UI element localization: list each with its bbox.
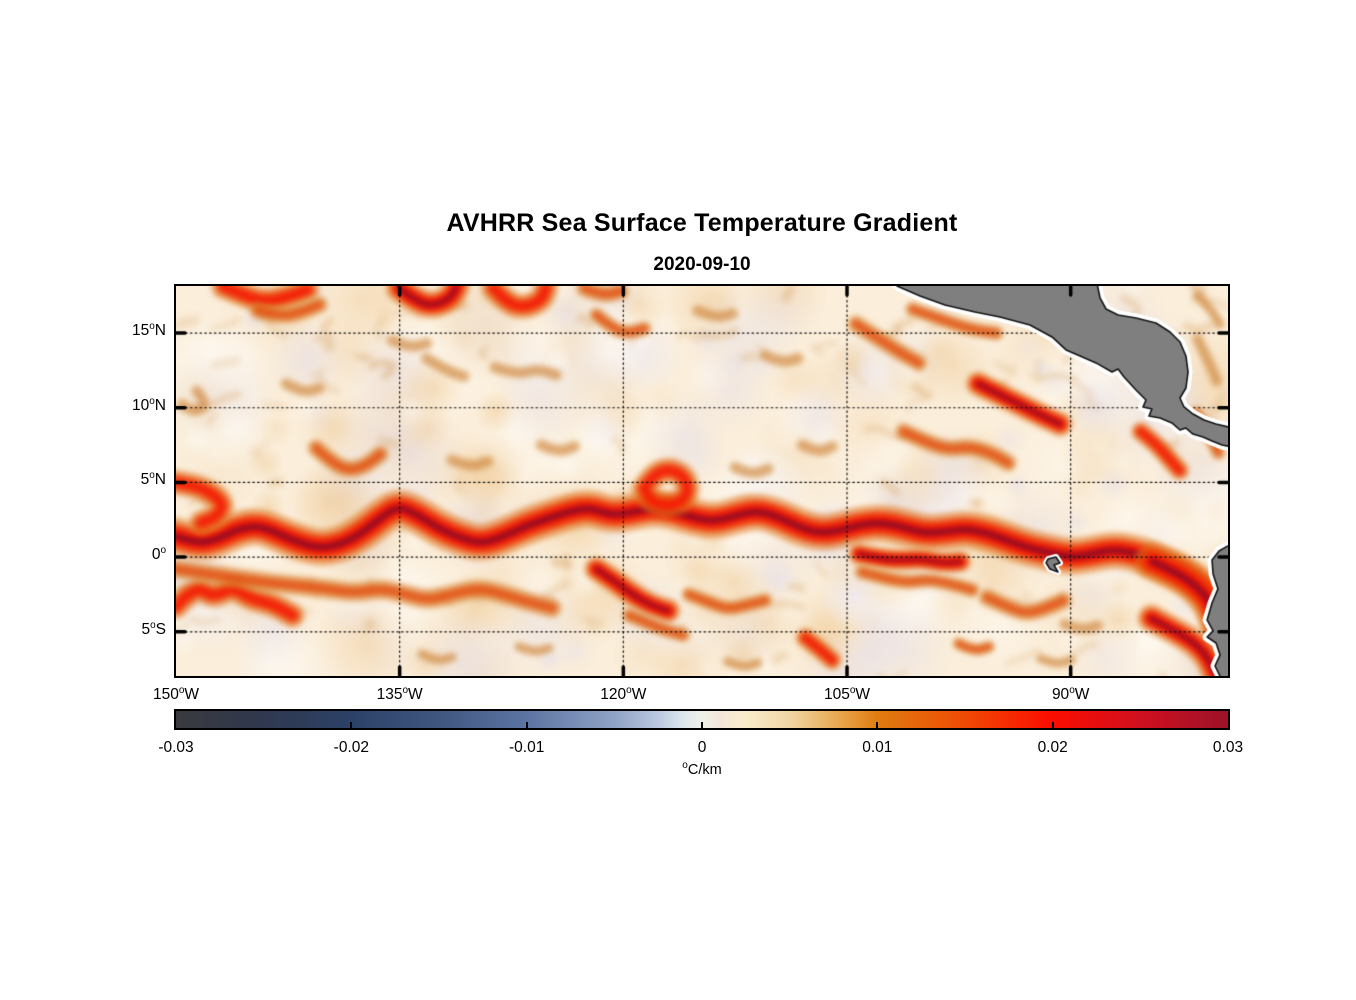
colorbar-tick-label: 0 (697, 739, 707, 756)
x-tick-label: 135oW (376, 684, 423, 703)
colorbar-tick-label: 0.01 (862, 739, 893, 756)
y-tick-label: 15oN (131, 320, 166, 340)
colorbar-tick-label: 0.03 (1212, 739, 1244, 756)
y-tick-label: 10oN (131, 395, 166, 414)
y-tick-label: 0o (151, 544, 166, 564)
sst-gradient-map-canvas (176, 286, 1228, 676)
map-plot-area (174, 284, 1230, 678)
colorbar (174, 709, 1230, 730)
colorbar-units-label: oC/km (682, 760, 722, 778)
x-tick-label: 105oW (823, 684, 871, 703)
colorbar-tick-mark (876, 722, 879, 728)
x-tick-label: 120oW (600, 684, 647, 703)
y-tick-label: 5oN (140, 470, 166, 489)
colorbar-tick-label: 0.02 (1037, 739, 1068, 756)
chart-subtitle: 2020-09-10 (653, 254, 751, 275)
colorbar-tick-label: -0.03 (158, 739, 194, 756)
colorbar-tick-mark (1051, 722, 1054, 728)
x-tick-label: 150oW (152, 684, 200, 703)
x-tick-label: 90oW (1051, 684, 1090, 703)
colorbar-tick-mark (525, 722, 528, 728)
chart-title: AVHRR Sea Surface Temperature Gradient (446, 209, 958, 237)
colorbar-tick-mark (701, 722, 703, 728)
colorbar-tick-mark (350, 722, 353, 728)
colorbar-tick-label: -0.02 (333, 739, 369, 756)
y-tick-label: 5oS (141, 619, 166, 638)
colorbar-tick-label: -0.01 (508, 739, 545, 756)
